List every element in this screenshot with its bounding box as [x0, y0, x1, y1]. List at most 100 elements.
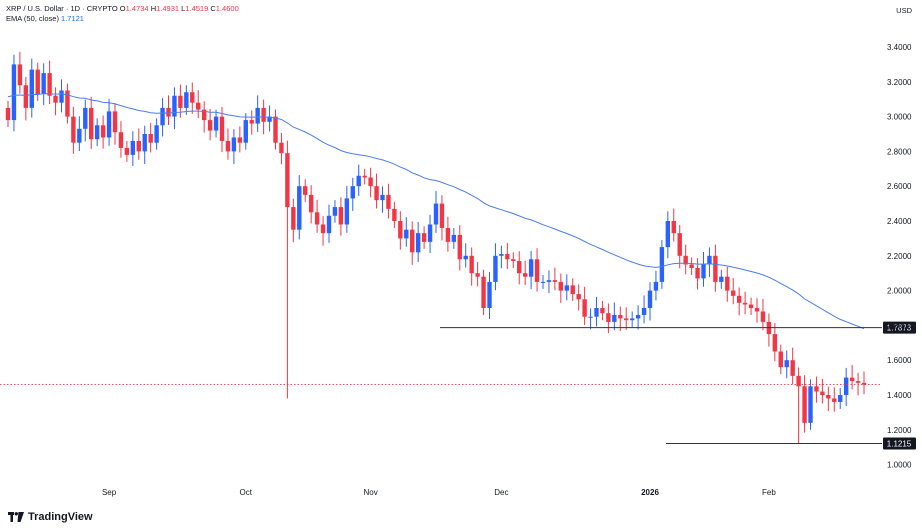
- candle-body: [635, 314, 641, 319]
- candle: [790, 347, 795, 385]
- candle-body: [350, 186, 355, 199]
- candle: [154, 118, 159, 150]
- candle: [65, 83, 70, 124]
- candle-body: [713, 255, 718, 282]
- chart-legend: XRP / U.S. Dollar · 1D · CRYPTO O1.4734 …: [6, 4, 239, 24]
- candle-body: [433, 203, 439, 225]
- candle: [659, 240, 665, 289]
- candle: [481, 269, 486, 315]
- candle-body: [356, 175, 361, 187]
- price-tick-label: 3.0000: [887, 113, 912, 122]
- currency-label[interactable]: USD: [896, 6, 912, 15]
- open-value: 1.4734: [125, 4, 149, 13]
- candle-body: [94, 125, 100, 140]
- candle: [47, 60, 52, 105]
- candle: [23, 76, 29, 121]
- price-tick-label: 2.4000: [887, 217, 912, 226]
- candle-body: [166, 107, 171, 117]
- candle: [314, 199, 320, 233]
- price-tick-label: 2.8000: [887, 147, 912, 156]
- candle: [219, 106, 225, 153]
- candle: [142, 125, 147, 164]
- candle: [427, 214, 433, 254]
- candle-body: [285, 153, 290, 208]
- indicator-value: 1.7121: [61, 14, 84, 23]
- indicator-name[interactable]: EMA (50, close): [6, 14, 59, 23]
- candle-body: [77, 128, 82, 143]
- candle: [237, 126, 243, 153]
- candle-body: [772, 334, 778, 352]
- time-axis[interactable]: Sep Oct Nov Dec 2026 Feb: [102, 488, 776, 497]
- candle-body: [564, 285, 569, 291]
- support-line-label: 1.1215: [887, 439, 912, 448]
- candle: [766, 313, 772, 347]
- candle-body: [386, 194, 391, 209]
- candle-body: [493, 255, 498, 282]
- candle: [647, 282, 653, 321]
- candle-body: [814, 386, 819, 392]
- candle: [778, 344, 783, 375]
- candle-body: [540, 281, 546, 283]
- candle: [546, 270, 552, 294]
- price-axis[interactable]: 3.4000 3.2000 3.0000 2.8000 2.6000 2.4000 2.20…: [887, 43, 912, 470]
- candle: [469, 247, 474, 286]
- candle: [772, 322, 778, 362]
- candle-body: [207, 120, 213, 131]
- candle: [213, 109, 219, 138]
- candle-body: [297, 186, 302, 230]
- candle-body: [303, 186, 308, 195]
- candle: [713, 244, 718, 292]
- candle-body: [291, 207, 296, 230]
- candle: [576, 284, 581, 311]
- candle-body: [588, 316, 593, 318]
- candle-body: [754, 308, 760, 312]
- candle: [635, 305, 641, 330]
- time-tick-label: Feb: [762, 488, 776, 497]
- candle: [849, 365, 855, 390]
- candle: [5, 100, 11, 128]
- candle-body: [415, 233, 421, 253]
- candle: [582, 286, 587, 326]
- price-tick-label: 1.6000: [887, 356, 912, 365]
- candle-body: [748, 304, 754, 308]
- candle: [106, 98, 112, 146]
- candle: [136, 128, 141, 160]
- candle-body: [130, 140, 136, 155]
- candle: [17, 51, 23, 94]
- candle: [528, 250, 534, 290]
- candle: [558, 273, 564, 304]
- candle: [534, 248, 540, 292]
- candle: [540, 274, 546, 289]
- horizontal-lines[interactable]: 1.7873 1.1215: [440, 321, 916, 450]
- candle: [499, 245, 504, 269]
- candle: [201, 101, 207, 133]
- candle: [701, 251, 706, 287]
- candle-body: [671, 221, 676, 234]
- candle: [433, 191, 439, 233]
- candle: [53, 87, 58, 116]
- tradingview-logo[interactable]: TradingView: [8, 511, 93, 523]
- candle: [356, 164, 361, 196]
- candle: [279, 132, 284, 165]
- candle: [517, 251, 522, 285]
- candle-body: [124, 147, 130, 155]
- candle: [742, 291, 748, 315]
- price-tick-label: 2.0000: [887, 287, 912, 296]
- candle: [600, 301, 605, 321]
- candle: [457, 225, 462, 271]
- candle: [683, 244, 688, 275]
- candle: [606, 303, 611, 334]
- candle: [326, 204, 332, 243]
- candle-body: [112, 111, 118, 133]
- candle-body: [695, 267, 700, 279]
- candle-body: [838, 395, 843, 402]
- candle: [671, 208, 676, 242]
- candle-body: [398, 221, 403, 239]
- candle-body: [148, 134, 153, 143]
- candle: [89, 96, 94, 149]
- candle: [493, 243, 498, 291]
- candle: [415, 222, 421, 263]
- candle-body: [184, 92, 189, 108]
- support-line-label: 1.7873: [887, 324, 912, 333]
